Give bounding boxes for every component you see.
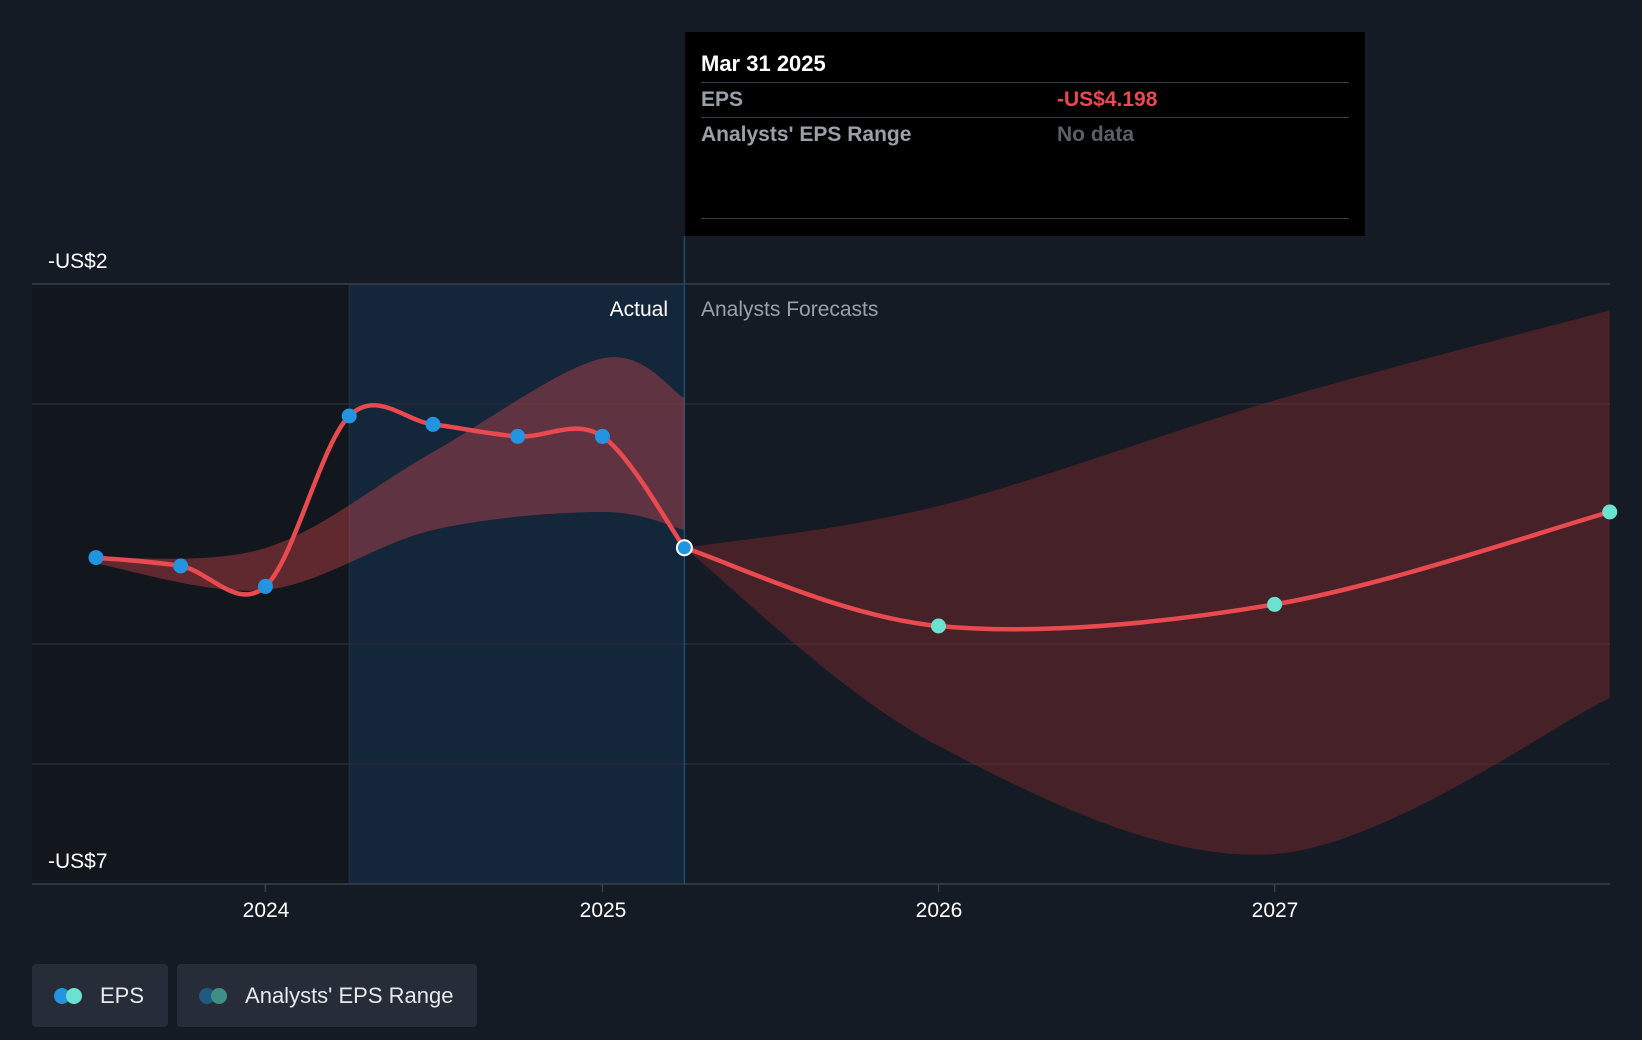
- eps-actual-point-4: [425, 416, 441, 432]
- tooltip-eps-value: -US$4.198: [1057, 88, 1158, 111]
- x-tick-label-2025: 2025: [580, 899, 627, 922]
- eps-forecast-line: [682, 509, 1612, 632]
- tooltip-row-range: Analysts' EPS Range No data: [701, 117, 1349, 152]
- tooltip-range-label: Analysts' EPS Range: [701, 123, 912, 146]
- eps-actual-point-1: [173, 558, 189, 574]
- eps-actual-point-3: [341, 408, 357, 424]
- tooltip-date: Mar 31 2025: [701, 51, 826, 76]
- eps-forecast-point-2: [1602, 504, 1618, 520]
- x-tick-label-2026: 2026: [916, 899, 963, 922]
- forecast-period-label: Analysts Forecasts: [701, 298, 878, 321]
- legend-item-eps-range[interactable]: Analysts' EPS Range: [177, 964, 478, 1027]
- highlight-band: [349, 284, 685, 884]
- eps-actual-point-6: [594, 428, 610, 444]
- legend-eps-label: EPS: [100, 982, 145, 1008]
- tooltip-eps-label: EPS: [701, 88, 744, 111]
- tooltip-divider: [701, 218, 1349, 219]
- eps-actual-point-7: [675, 539, 693, 557]
- eps-legend-icon: [54, 987, 84, 1004]
- y-axis-label-bottom: -US$7: [48, 850, 108, 873]
- tooltip-range-value: No data: [1057, 123, 1135, 146]
- actual-period-label: Actual: [610, 298, 668, 321]
- y-axis-label-top: -US$2: [48, 250, 108, 273]
- legend-eps-range-label: Analysts' EPS Range: [245, 982, 454, 1008]
- past-shade: [32, 284, 350, 884]
- forecast-eps-range: [684, 310, 1610, 855]
- eps-actual-point-0: [88, 550, 104, 566]
- eps-actual-point-5: [510, 428, 526, 444]
- historical-eps-range: [96, 357, 685, 591]
- tooltip-row-eps: EPS -US$4.198: [701, 82, 1349, 117]
- x-tick-label-2027: 2027: [1252, 899, 1299, 922]
- eps-forecast-point-1: [1267, 596, 1283, 612]
- eps-forecast-point-0: [931, 618, 946, 634]
- eps-actual-point-2: [257, 578, 273, 594]
- hover-tooltip: Mar 31 2025 EPS -US$4.198 Analysts' EPS …: [685, 32, 1365, 236]
- x-tick-label-2024: 2024: [243, 899, 290, 922]
- legend: EPS Analysts' EPS Range: [32, 964, 478, 1027]
- eps-range-legend-icon: [199, 987, 229, 1004]
- legend-item-eps[interactable]: EPS: [32, 964, 169, 1027]
